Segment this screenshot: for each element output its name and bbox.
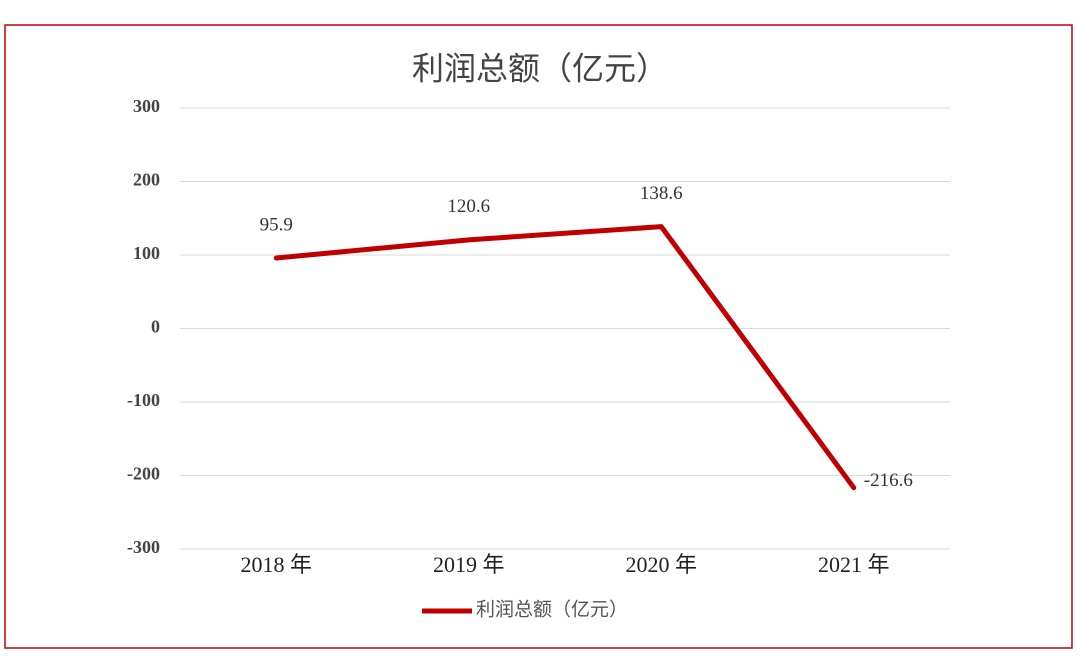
- x-tick-label: 2021 年: [818, 552, 890, 577]
- legend-label: 利润总额（亿元）: [476, 598, 628, 620]
- y-tick-label: -100: [127, 390, 160, 410]
- x-tick-label: 2019 年: [433, 552, 505, 577]
- line-series: [273, 224, 857, 491]
- y-tick-label: 200: [133, 170, 160, 190]
- chart-title: 利润总额（亿元）: [412, 50, 668, 86]
- data-label: 95.9: [260, 214, 293, 235]
- y-tick-label: 100: [133, 243, 160, 263]
- y-tick-label: -300: [127, 537, 160, 557]
- data-label: 120.6: [447, 196, 490, 217]
- y-tick-label: 0: [151, 317, 160, 337]
- y-tick-label: 300: [133, 96, 160, 116]
- data-label: -216.6: [864, 470, 913, 491]
- y-tick-label: -200: [127, 464, 160, 484]
- data-label: 138.6: [640, 183, 683, 204]
- x-tick-label: 2018 年: [240, 552, 312, 577]
- x-tick-label: 2020 年: [625, 552, 697, 577]
- chart-border: [4, 24, 1073, 649]
